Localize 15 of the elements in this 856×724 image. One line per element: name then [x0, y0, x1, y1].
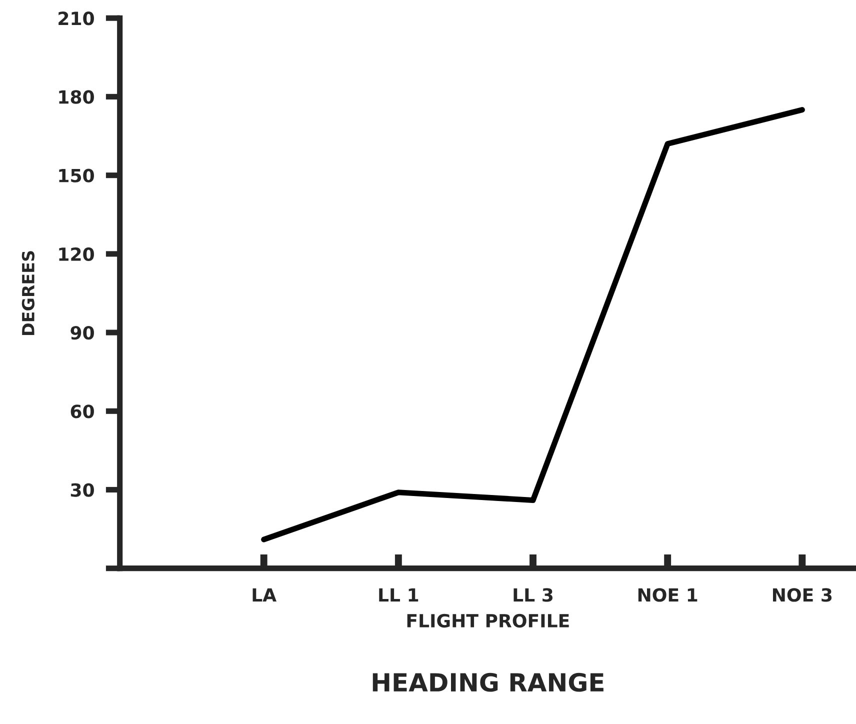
x-tick-label: LL 1	[379, 588, 418, 602]
x-tick-label: NOE 3	[773, 588, 832, 602]
y-tick-label: 30	[70, 483, 94, 497]
y-tick-label: 60	[70, 404, 94, 418]
y-axis-title: DEGREES	[22, 251, 34, 335]
x-tick-label: NOE 1	[638, 588, 698, 602]
y-tick-label: 150	[59, 168, 94, 182]
x-axis-title: FLIGHT PROFILE	[407, 614, 569, 628]
text: HEADING RANGE	[372, 672, 604, 692]
y-tick-label: 210	[58, 12, 94, 26]
x-tick-label: LA	[252, 588, 276, 602]
y-tick-label: 180	[59, 90, 94, 104]
y-tick-label: 120	[59, 247, 94, 262]
y-tick-label: 90	[70, 326, 94, 340]
x-tick-label: LL 3	[514, 588, 552, 602]
